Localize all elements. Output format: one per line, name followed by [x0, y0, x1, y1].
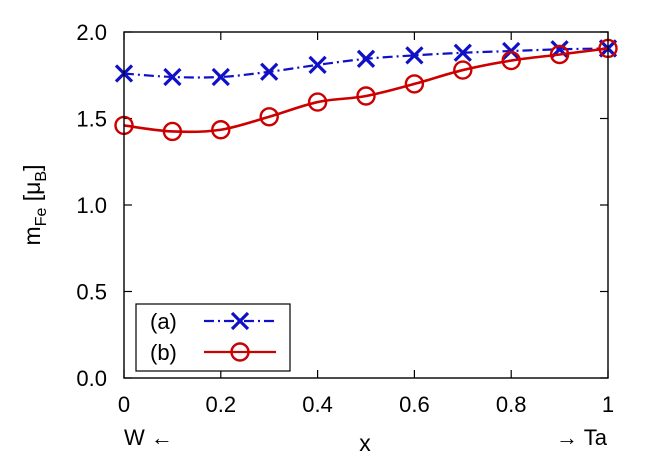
- x-tick-label: 0.8: [496, 392, 527, 417]
- y-axis-label-sub: Fe: [33, 208, 50, 227]
- plot-frame: [123, 31, 609, 379]
- data-point-a: [308, 55, 327, 75]
- series-line-a: [123, 47, 609, 79]
- y-axis-label: mFe [μB]: [19, 165, 50, 246]
- data-point-a: [260, 62, 279, 81]
- data-point-a: [356, 49, 376, 68]
- x-tick-label: 0: [118, 392, 130, 417]
- y-tick-label: 1.0: [76, 193, 107, 218]
- legend-label-b: (b): [150, 340, 177, 365]
- x-right-end-label: → Ta: [556, 425, 608, 450]
- data-point-b: [549, 44, 570, 65]
- legend-label-a: (a): [150, 309, 177, 334]
- y-axis-label-base: m: [19, 226, 45, 245]
- y-axis-label-open: [μ: [19, 182, 45, 208]
- x-axis-label: x: [359, 430, 371, 456]
- y-tick-label: 1.5: [76, 107, 107, 132]
- y-tick-label: 0.5: [76, 280, 107, 305]
- legend-marker-b: [230, 342, 250, 362]
- data-point-b: [356, 86, 376, 106]
- data-point-b: [259, 107, 279, 127]
- x-tick-label: 0.6: [399, 392, 430, 417]
- data-point-b: [211, 120, 231, 140]
- x-tick-label: 0.4: [302, 392, 333, 417]
- ticks-layer: 0 0.2 0.4 0.6 0.8 1 0.0 0.5 1.0 1.5 2.0: [76, 20, 614, 417]
- legend-box: [135, 303, 291, 372]
- x-tick-label: 0.2: [206, 392, 237, 417]
- legend-marker-a: [230, 311, 250, 331]
- x-tick-label: 1: [602, 392, 614, 417]
- data-point-b: [501, 50, 521, 71]
- data-point-a: [163, 67, 182, 87]
- data-point-b: [307, 92, 328, 112]
- data-point-b: [404, 74, 425, 94]
- data-point-b: [162, 121, 183, 142]
- legend: (a) (b): [135, 303, 291, 372]
- y-tick-label: 2.0: [76, 20, 107, 45]
- data-point-a: [453, 43, 472, 62]
- y-axis-label-unit-sub: B: [33, 171, 50, 182]
- series-line-b: [123, 47, 609, 134]
- svg-text:mFe [μB]: mFe [μB]: [19, 165, 50, 246]
- y-tick-label: 0.0: [76, 366, 107, 391]
- x-left-end-label: W ←: [124, 425, 173, 450]
- data-point-a: [211, 67, 230, 87]
- y-axis-label-close: ]: [19, 165, 45, 171]
- series-layer: [114, 38, 618, 142]
- data-point-b: [453, 60, 473, 80]
- data-point-a: [405, 46, 424, 65]
